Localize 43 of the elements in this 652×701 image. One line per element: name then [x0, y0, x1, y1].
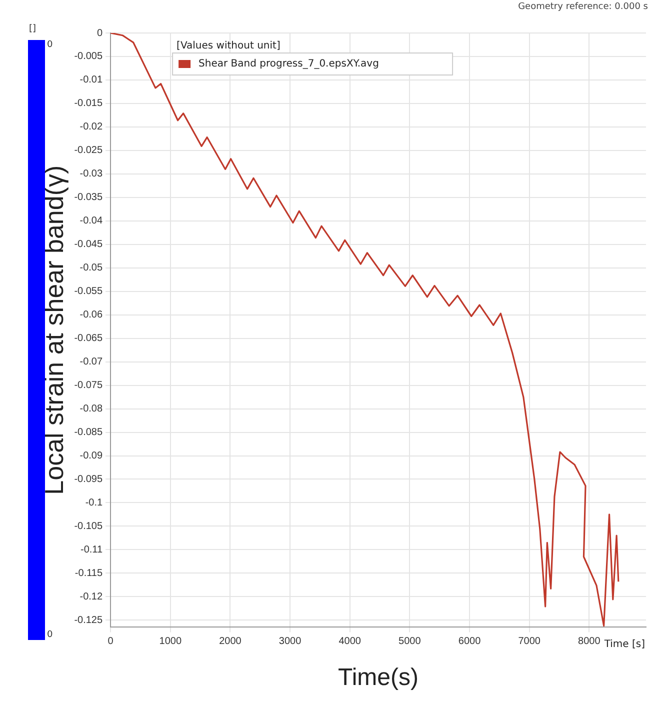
x-tick-label: 7000 [518, 636, 541, 647]
x-tick-label: 5000 [398, 636, 422, 647]
y-tick-label: -0.115 [74, 568, 103, 579]
y-tick-label: -0.02 [80, 122, 103, 133]
y-axis-title: Local strain at shear band(γ) [38, 165, 69, 495]
y-tick-label: -0.03 [80, 168, 103, 180]
y-tick-label: -0.095 [74, 474, 103, 485]
y-tick-label: -0.06 [80, 310, 103, 321]
y-tick-label: -0.045 [74, 239, 103, 250]
y-tick-label: -0.035 [74, 192, 103, 204]
x-axis-title: Time(s) [338, 664, 418, 692]
x-tick-label: 3000 [278, 636, 302, 647]
y-tick-label: -0.105 [74, 520, 103, 532]
y-tick-label: -0.015 [74, 98, 103, 110]
x-tick-label: 1000 [159, 636, 182, 647]
y-tick-label: -0.055 [74, 286, 103, 298]
y-tick-label: -0.07 [80, 356, 103, 368]
text: [] [29, 24, 36, 34]
y-tick-label: -0.05 [80, 262, 103, 274]
y-tick-label: -0.01 [80, 74, 103, 86]
y-tick-label: -0.085 [74, 427, 103, 438]
y-tick-label: -0.08 [80, 404, 103, 415]
legend-title: [Values without unit] [176, 40, 280, 52]
y-tick-label: -0.04 [80, 216, 103, 227]
legend-label: Shear Band progress_7_0.epsXY.avg [198, 58, 379, 70]
y-tick-label: -0.12 [80, 591, 103, 602]
x-tick-label: 6000 [458, 636, 482, 647]
x-tick-label: 8000 [578, 636, 601, 647]
text: Geometry reference: 0.000 s [518, 2, 648, 12]
y-tick-label: -0.025 [74, 145, 103, 156]
y-tick-label: -0.11 [80, 544, 103, 556]
y-tick-label: -0.075 [74, 380, 103, 392]
x-tick-label: 0 [108, 636, 114, 647]
y-tick-label: 0 [96, 28, 103, 39]
x-tick-label: 2000 [219, 636, 242, 647]
y-tick-label: -0.1 [85, 497, 103, 508]
y-tick-label: -0.065 [74, 333, 103, 344]
y-tick-label: -0.125 [74, 614, 103, 626]
x-tick-label: 4000 [338, 636, 362, 647]
text: Time [s] [603, 638, 646, 650]
text: 0 [47, 40, 53, 50]
y-tick-label: -0.005 [74, 51, 103, 62]
y-tick-label: -0.09 [80, 450, 103, 462]
